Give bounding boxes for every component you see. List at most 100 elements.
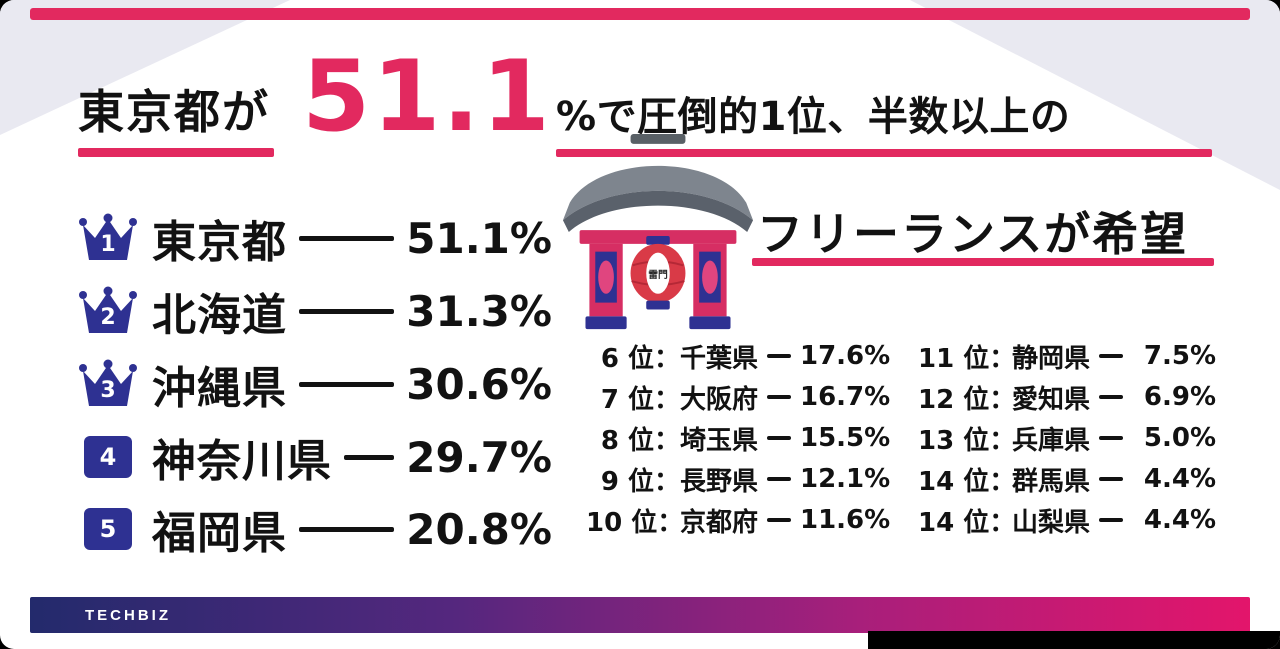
ranking-row-7: 7 位： 大阪府 16.7%: [586, 382, 891, 415]
ranking-column-6-10: 6 位： 千葉県 17.6% 7 位： 大阪府 16.7% 8 位： 埼玉県 1…: [586, 341, 891, 538]
rank-label: 14 位：: [918, 466, 1016, 497]
prefecture-name: 福岡県: [152, 508, 287, 559]
rank-label: 7 位：: [600, 384, 680, 415]
gate-base-left: [585, 316, 627, 330]
percentage-value: 6.9%: [1143, 382, 1216, 412]
ranking-row-14b: 14 位： 山梨県 4.4%: [918, 505, 1216, 538]
ranking-row-8: 8 位： 埼玉県 15.5%: [586, 423, 891, 456]
dash-line: [1099, 518, 1123, 522]
gate-statue-right: [702, 260, 718, 294]
lantern-cap-bottom: [646, 300, 670, 310]
dash-line: [1099, 395, 1123, 399]
percentage-value: 7.5%: [1143, 341, 1216, 371]
dash-line: [1099, 354, 1123, 358]
percentage-value: 4.4%: [1143, 505, 1216, 535]
ranking-row-14a: 14 位： 群馬県 4.4%: [918, 464, 1216, 497]
prefecture-name: 東京都: [152, 217, 287, 268]
ranking-row-3: 3 沖縄県 30.6%: [78, 354, 552, 414]
dash-line: [1099, 436, 1123, 440]
title-underline-right: [556, 149, 1212, 157]
rank-label: 10 位：: [586, 507, 684, 538]
dash-line: [344, 454, 395, 460]
dash-line: [299, 526, 395, 532]
percentage-value: 29.7%: [406, 432, 552, 482]
prefecture-name: 埼玉県: [680, 425, 759, 456]
lantern-cap-top: [646, 235, 670, 245]
ranking-row-13: 13 位： 兵庫県 5.0%: [918, 423, 1216, 456]
percentage-value: 15.5%: [800, 423, 891, 453]
dash-line: [767, 354, 791, 358]
bottom-black-strip: [868, 631, 1280, 649]
percentage-value: 12.1%: [800, 464, 891, 494]
title-highlight-percentage: 51.1: [302, 40, 552, 154]
prefecture-name: 京都府: [680, 507, 759, 538]
kaminarimon-gate-illustration: 雷門: [562, 134, 754, 330]
ranking-column-11-14: 11 位： 静岡県 7.5% 12 位： 愛知県 6.9% 13 位： 兵庫県 …: [918, 341, 1216, 538]
prefecture-name: 静岡県: [1012, 343, 1091, 374]
top-accent-bar: [30, 8, 1250, 20]
title-prefix: 東京都が: [78, 85, 270, 139]
ranking-row-5: 5 福岡県 20.8%: [78, 499, 552, 559]
gate-ridge: [630, 134, 686, 144]
prefecture-name: 兵庫県: [1012, 425, 1091, 456]
title-line2-underline: [752, 258, 1214, 266]
rank-number: 3: [100, 378, 116, 403]
percentage-value: 4.4%: [1143, 464, 1216, 494]
prefecture-name: 大阪府: [680, 384, 759, 415]
title-line2: フリーランスが希望: [757, 207, 1189, 261]
percentage-value: 20.8%: [406, 504, 552, 554]
dash-line: [1099, 477, 1123, 481]
prefecture-name: 長野県: [680, 466, 759, 497]
percentage-value: 31.3%: [406, 286, 552, 336]
rank-label: 14 位：: [918, 507, 1016, 538]
lantern-text: 雷門: [648, 269, 668, 281]
prefecture-name: 群馬県: [1012, 466, 1091, 497]
rank-label: 11 位：: [918, 343, 1016, 374]
ranking-row-4: 4 神奈川県 29.7%: [78, 427, 552, 487]
prefecture-name: 北海道: [152, 290, 287, 341]
rank-label: 12 位：: [918, 384, 1016, 415]
ranking-row-1: 1 東京都 51.1%: [78, 208, 552, 268]
footer-brand-bar: TECHBIZ: [30, 597, 1250, 633]
brand-logo-text: TECHBIZ: [85, 606, 171, 624]
rank-number: 5: [99, 515, 117, 543]
gate-statue-left: [598, 260, 614, 294]
crown-icon: 2: [78, 286, 138, 336]
ranking-row-10: 10 位： 京都府 11.6%: [586, 505, 891, 538]
rank-label: 13 位：: [918, 425, 1016, 456]
ranking-row-11: 11 位： 静岡県 7.5%: [918, 341, 1216, 374]
rank-number: 1: [100, 232, 116, 257]
title-underline-left: [78, 148, 274, 157]
title-suffix: %で圧倒的1位、半数以上の: [556, 94, 1071, 140]
prefecture-name: 山梨県: [1012, 507, 1091, 538]
prefecture-name: 愛知県: [1012, 384, 1091, 415]
prefecture-name: 神奈川県: [152, 436, 332, 487]
gate-base-right: [689, 316, 731, 330]
ranking-row-6: 6 位： 千葉県 17.6%: [586, 341, 891, 374]
dash-line: [299, 235, 395, 241]
rank-label: 6 位：: [600, 343, 680, 374]
percentage-value: 5.0%: [1143, 423, 1216, 453]
dash-line: [299, 308, 395, 314]
ranking-row-9: 9 位： 長野県 12.1%: [586, 464, 891, 497]
dash-line: [767, 518, 791, 522]
ranking-row-2: 2 北海道 31.3%: [78, 281, 552, 341]
gate-roof-lower: [562, 190, 754, 233]
dash-line: [767, 395, 791, 399]
rank-number: 2: [100, 305, 116, 330]
percentage-value: 51.1%: [406, 213, 552, 263]
percentage-value: 16.7%: [800, 382, 891, 412]
prefecture-name: 沖縄県: [152, 363, 287, 414]
percentage-value: 30.6%: [406, 359, 552, 409]
prefecture-name: 千葉県: [680, 343, 759, 374]
dash-line: [767, 436, 791, 440]
crown-icon: 3: [78, 359, 138, 409]
dash-line: [299, 381, 395, 387]
ranking-row-12: 12 位： 愛知県 6.9%: [918, 382, 1216, 415]
gate-roof-upper: [562, 165, 754, 221]
percentage-value: 17.6%: [800, 341, 891, 371]
rank-badge: 5: [84, 508, 132, 550]
percentage-value: 11.6%: [800, 505, 891, 535]
rank-label: 8 位：: [600, 425, 680, 456]
